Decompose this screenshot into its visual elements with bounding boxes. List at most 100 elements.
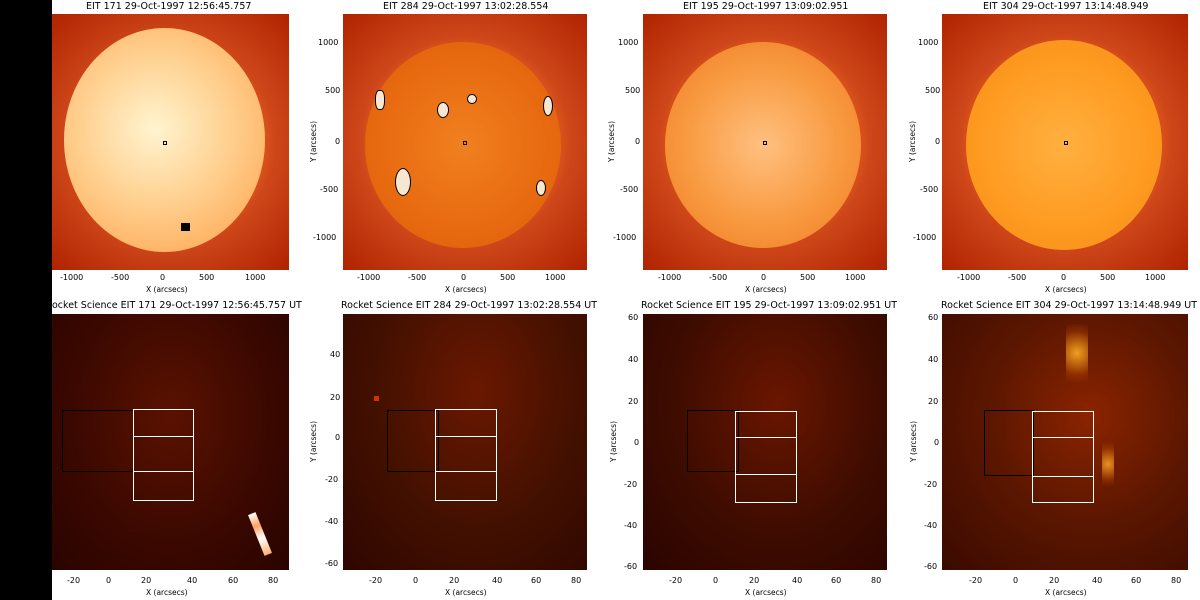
x-tick: 1000 bbox=[245, 273, 266, 282]
y-tick: 0 bbox=[934, 438, 940, 447]
x-tick: 20 bbox=[749, 576, 760, 585]
x-tick: 0 bbox=[713, 576, 719, 585]
x-axis-title: X (arcsecs) bbox=[745, 588, 787, 597]
y-axis-title: Y (arcsecs) bbox=[909, 420, 918, 462]
x-tick: 80 bbox=[268, 576, 279, 585]
x-tick: 40 bbox=[1092, 576, 1103, 585]
region-divider bbox=[735, 437, 797, 438]
x-tick: -20 bbox=[969, 576, 983, 585]
y-tick: 500 bbox=[625, 86, 641, 95]
left-black-strip bbox=[0, 0, 52, 600]
y-tick: -40 bbox=[924, 521, 938, 530]
bright-patch bbox=[1066, 324, 1088, 382]
x-axis-title: X (arcsecs) bbox=[445, 588, 487, 597]
y-tick: -500 bbox=[620, 185, 639, 194]
region-divider bbox=[133, 471, 194, 472]
x-tick: 80 bbox=[1171, 576, 1182, 585]
dark-square bbox=[181, 223, 190, 231]
x-tick: 500 bbox=[1100, 273, 1116, 282]
x-tick: 0 bbox=[761, 273, 767, 282]
y-axis-title: Y (arcsecs) bbox=[908, 120, 917, 162]
bright-region bbox=[543, 96, 553, 116]
x-tick: -500 bbox=[1008, 273, 1027, 282]
y-tick: 0 bbox=[635, 137, 641, 146]
x-tick: -20 bbox=[67, 576, 81, 585]
zoom-title-195: Rocket Science EIT 195 29-Oct-1997 13:09… bbox=[641, 300, 898, 311]
x-tick: 60 bbox=[831, 576, 842, 585]
x-tick: -500 bbox=[408, 273, 427, 282]
zoom-title-304: Rocket Science EIT 304 29-Oct-1997 13:14… bbox=[941, 300, 1198, 311]
y-tick: -500 bbox=[920, 185, 939, 194]
x-tick: 1000 bbox=[1145, 273, 1166, 282]
x-tick: -500 bbox=[111, 273, 130, 282]
x-axis-title: X (arcsecs) bbox=[146, 588, 188, 597]
x-tick: 0 bbox=[160, 273, 166, 282]
panel-title-171: EIT 171 29-Oct-1997 12:56:45.757 bbox=[86, 1, 252, 12]
y-tick: -40 bbox=[325, 517, 339, 526]
region-divider bbox=[1032, 476, 1094, 477]
zoom-image-284 bbox=[343, 314, 587, 570]
y-tick: -500 bbox=[320, 185, 339, 194]
y-tick: 40 bbox=[628, 355, 639, 364]
y-tick: 20 bbox=[330, 393, 341, 402]
bright-region bbox=[536, 180, 546, 196]
sun-image-195 bbox=[643, 14, 887, 270]
bright-patch bbox=[1102, 442, 1114, 486]
bright-region bbox=[437, 102, 449, 118]
zoom-image-171 bbox=[52, 314, 289, 570]
x-tick: -1000 bbox=[357, 273, 381, 282]
x-tick: 20 bbox=[449, 576, 460, 585]
x-axis-title: X (arcsecs) bbox=[146, 285, 188, 294]
region-box-black bbox=[387, 410, 439, 472]
y-axis-title: Y (arcsecs) bbox=[309, 420, 318, 462]
marker-box bbox=[1064, 141, 1068, 145]
y-tick: 500 bbox=[325, 86, 341, 95]
x-tick: 40 bbox=[187, 576, 198, 585]
bright-region bbox=[375, 90, 385, 110]
y-tick: 40 bbox=[928, 355, 939, 364]
x-tick: 20 bbox=[141, 576, 152, 585]
y-tick: -20 bbox=[624, 480, 638, 489]
region-divider bbox=[435, 471, 497, 472]
sun-image-171 bbox=[52, 14, 289, 270]
x-tick: 500 bbox=[800, 273, 816, 282]
solar-disk bbox=[966, 40, 1162, 250]
x-axis-title: X (arcsecs) bbox=[745, 285, 787, 294]
panel-title-195: EIT 195 29-Oct-1997 13:09:02.951 bbox=[683, 1, 849, 12]
region-box-black bbox=[687, 410, 739, 472]
x-tick: 80 bbox=[571, 576, 582, 585]
y-tick: 0 bbox=[634, 438, 640, 447]
zoom-title-284: Rocket Science EIT 284 29-Oct-1997 13:02… bbox=[341, 300, 598, 311]
y-tick: 0 bbox=[335, 433, 341, 442]
region-divider bbox=[735, 474, 797, 475]
solar-disk bbox=[665, 42, 861, 248]
x-tick: 500 bbox=[500, 273, 516, 282]
y-tick: 40 bbox=[330, 350, 341, 359]
region-box-white bbox=[133, 409, 194, 501]
y-tick: 1000 bbox=[318, 38, 339, 47]
y-tick: 500 bbox=[925, 86, 941, 95]
x-axis-title: X (arcsecs) bbox=[1045, 588, 1087, 597]
y-tick: -40 bbox=[624, 521, 638, 530]
region-divider bbox=[133, 436, 194, 437]
sun-image-284 bbox=[343, 14, 587, 270]
y-tick: -20 bbox=[924, 480, 938, 489]
y-tick: -1000 bbox=[613, 233, 637, 242]
y-tick: 1000 bbox=[918, 38, 939, 47]
x-tick: 0 bbox=[1061, 273, 1067, 282]
y-tick: -60 bbox=[325, 559, 339, 568]
x-tick: 500 bbox=[199, 273, 215, 282]
x-tick: -20 bbox=[669, 576, 683, 585]
x-tick: -1000 bbox=[60, 273, 84, 282]
x-tick: -1000 bbox=[658, 273, 682, 282]
x-tick: 1000 bbox=[545, 273, 566, 282]
x-tick: 80 bbox=[871, 576, 882, 585]
y-axis-title: Y (arcsecs) bbox=[607, 120, 616, 162]
region-divider bbox=[1032, 437, 1094, 438]
y-tick: 20 bbox=[628, 397, 639, 406]
x-tick: 0 bbox=[413, 576, 419, 585]
y-tick: -1000 bbox=[313, 233, 337, 242]
y-tick: 20 bbox=[928, 397, 939, 406]
region-box-white bbox=[1032, 411, 1094, 503]
zoom-title-171: ocket Science EIT 171 29-Oct-1997 12:56:… bbox=[52, 300, 302, 311]
